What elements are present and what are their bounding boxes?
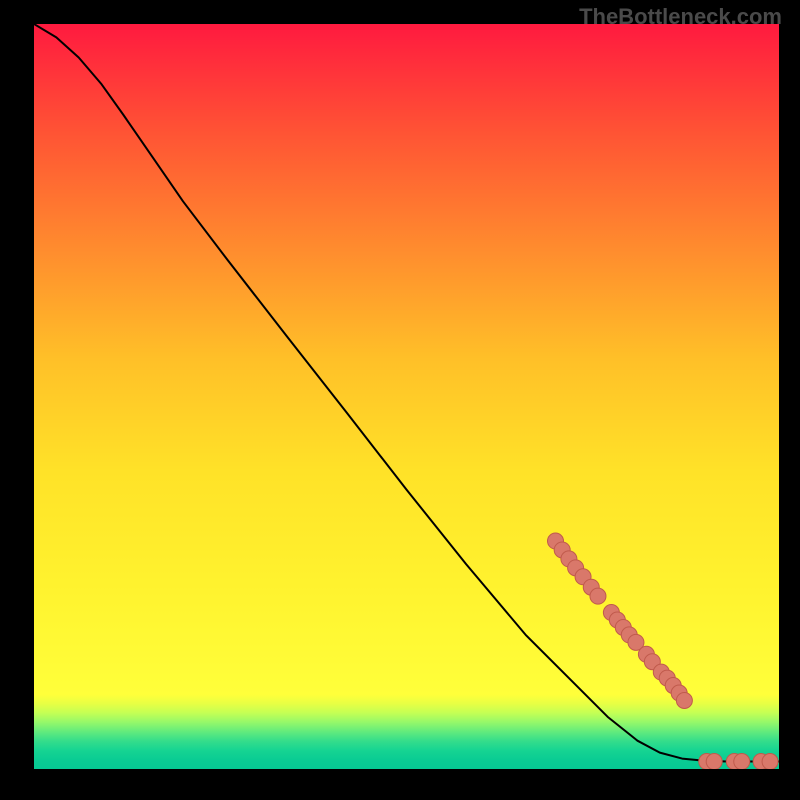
marker-dot [590,588,606,604]
marker-dot [762,754,778,769]
marker-dot [706,754,722,769]
markers-group [548,533,779,769]
curve-line [34,24,779,762]
marker-dot [734,754,750,769]
marker-dot [676,692,692,708]
plot-area [34,24,779,769]
chart-overlay [34,24,779,769]
watermark-text: TheBottleneck.com [579,4,782,30]
